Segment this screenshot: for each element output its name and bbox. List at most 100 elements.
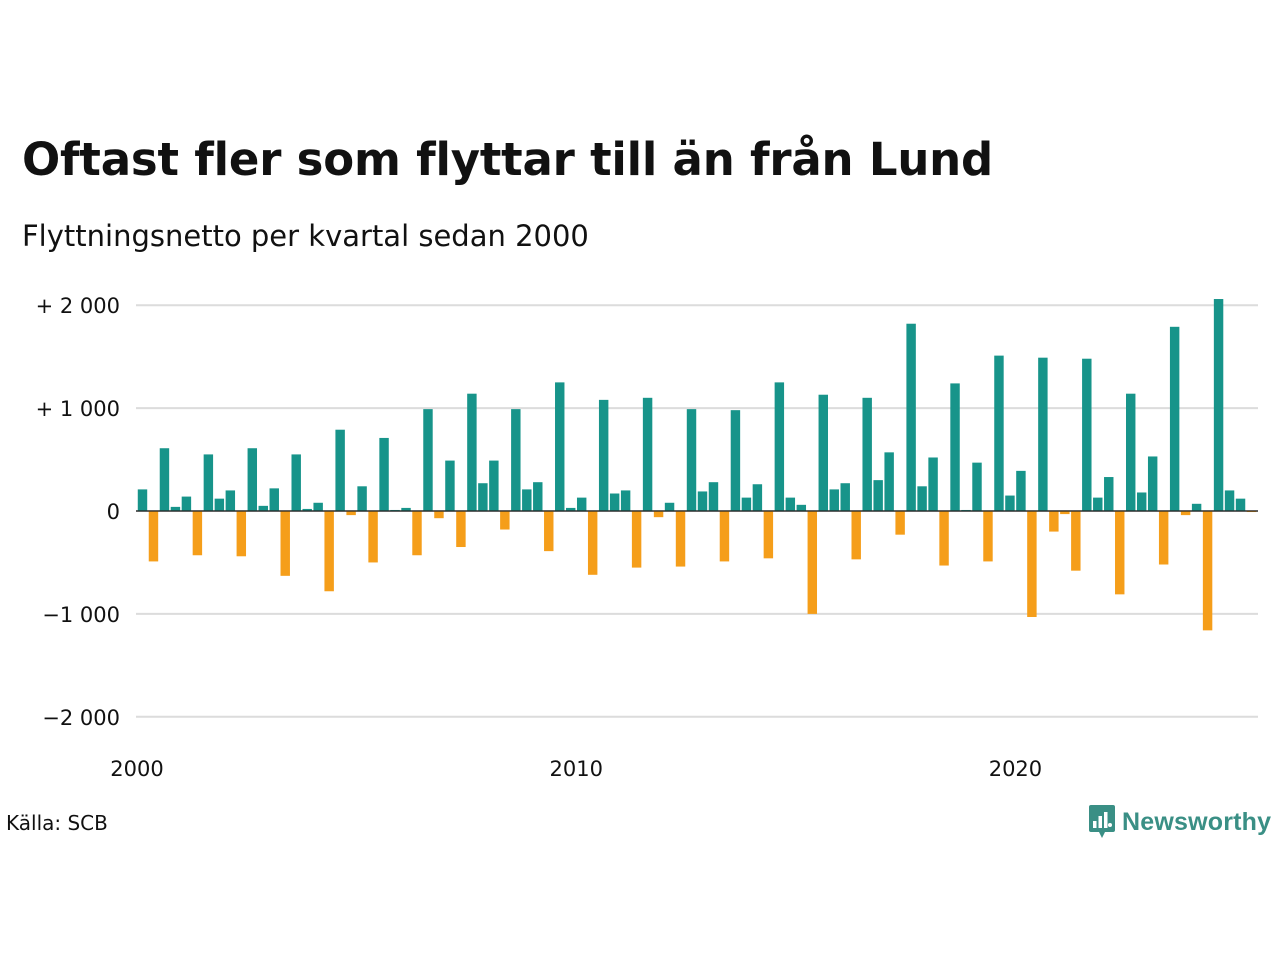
bar-2006-q1 [401, 507, 411, 511]
bar-2022-q2 [1115, 511, 1125, 595]
bar-2004-q2 [324, 511, 334, 592]
bar-2000-q3 [159, 448, 170, 511]
bar-2013-q4 [741, 497, 752, 511]
bar-2003-q4 [302, 508, 312, 511]
bar-2016-q4 [873, 480, 883, 511]
bar-2012-q3 [686, 409, 697, 511]
bar-2017-q4 [917, 486, 927, 511]
bar-2011-q2 [631, 511, 642, 568]
bar-2021-q2 [1071, 511, 1081, 571]
bar-2001-q4 [214, 498, 225, 511]
bar-2006-q4 [434, 511, 444, 519]
y-tick-label: + 1 000 [36, 397, 120, 421]
bar-2017-q3 [906, 323, 916, 511]
bar-2019-q2 [983, 511, 993, 562]
bar-2011-q1 [620, 490, 631, 511]
bar-2010-q1 [576, 497, 587, 511]
bar-2020-q4 [1049, 511, 1059, 532]
bar-2020-q3 [1038, 357, 1048, 511]
bar-2024-q1 [1191, 503, 1202, 511]
bar-2008-q1 [489, 460, 499, 511]
y-tick-label: 0 [107, 500, 120, 524]
bar-2016-q1 [840, 483, 850, 511]
x-tick-label: 2010 [549, 757, 602, 781]
bar-2002-q1 [225, 490, 236, 511]
x-tick-label: 2020 [989, 757, 1042, 781]
chart-subtitle: Flyttningsnetto per kvartal sedan 2000 [22, 219, 589, 253]
bar-2002-q2 [236, 511, 247, 557]
bar-2015-q1 [796, 504, 807, 511]
bar-2021-q3 [1082, 358, 1092, 511]
bar-2014-q4 [785, 497, 796, 511]
bar-2000-q2 [148, 511, 159, 562]
bar-2024-q4 [1224, 490, 1235, 511]
bar-2008-q2 [500, 511, 510, 530]
bar-2022-q4 [1136, 492, 1147, 511]
bar-2012-q2 [675, 511, 686, 567]
bar-2015-q4 [829, 489, 839, 511]
bar-2013-q1 [708, 482, 719, 511]
bar-2004-q4 [346, 511, 356, 516]
bar-2013-q2 [719, 511, 730, 562]
bar-2022-q3 [1126, 393, 1136, 511]
y-tick-label: −2 000 [42, 706, 120, 730]
brand-logo: Newsworthy [1088, 804, 1271, 840]
bar-2009-q2 [544, 511, 554, 552]
bars [136, 299, 1258, 631]
bar-2007-q3 [467, 393, 477, 511]
brand-name: Newsworthy [1122, 807, 1272, 836]
bar-2007-q4 [478, 483, 488, 511]
bar-2009-q4 [566, 507, 576, 511]
bar-2002-q3 [247, 448, 258, 511]
chart-title: Oftast fler som flyttar till än från Lun… [22, 133, 994, 186]
bar-2009-q1 [533, 482, 543, 511]
bar-2021-q4 [1093, 497, 1103, 511]
bar-2012-q1 [664, 502, 675, 511]
bar-2004-q3 [335, 429, 345, 511]
y-tick-label: + 2 000 [36, 294, 120, 318]
bar-2008-q4 [522, 489, 532, 511]
bar-2000-q1 [137, 489, 148, 511]
bar-2002-q4 [258, 505, 268, 511]
y-tick-label: −1 000 [42, 603, 120, 627]
bar-2014-q3 [774, 382, 785, 512]
x-axis-ticks: 2000 2010 2020 [110, 757, 1042, 781]
bar-2003-q3 [291, 454, 301, 512]
bar-2018-q1 [928, 457, 938, 511]
bar-2005-q3 [379, 437, 389, 511]
bar-2010-q2 [587, 511, 598, 575]
bar-2019-q3 [994, 355, 1004, 511]
bar-2020-q1 [1016, 470, 1026, 511]
bar-2021-q1 [1060, 511, 1070, 515]
source-note: Källa: SCB [6, 811, 108, 835]
bar-2025-q1 [1235, 498, 1246, 511]
x-tick-label: 2000 [110, 757, 163, 781]
bar-2016-q2 [851, 511, 861, 560]
bar-2009-q3 [555, 382, 565, 512]
bar-2001-q1 [181, 496, 192, 511]
bar-2011-q4 [653, 511, 664, 518]
bar-2003-q1 [269, 488, 279, 511]
bar-2017-q2 [895, 511, 905, 535]
bar-2008-q3 [511, 409, 521, 511]
bar-2005-q1 [357, 486, 367, 511]
bar-2006-q3 [423, 409, 433, 511]
bar-2024-q3 [1213, 299, 1224, 511]
bar-2018-q2 [939, 511, 949, 566]
bar-2019-q4 [1005, 495, 1015, 511]
bar-2006-q2 [412, 511, 422, 556]
bar-2024-q2 [1202, 511, 1213, 631]
bar-2022-q1 [1104, 477, 1114, 511]
bar-2005-q2 [368, 511, 378, 563]
bar-2023-q2 [1158, 511, 1169, 565]
bar-2017-q1 [884, 452, 894, 511]
bar-2020-q2 [1027, 511, 1037, 617]
bar-2015-q2 [807, 511, 818, 614]
bar-2007-q2 [456, 511, 466, 548]
bar-2023-q3 [1169, 326, 1180, 511]
bar-2001-q2 [192, 511, 203, 556]
bar-2012-q4 [697, 491, 708, 511]
bar-2019-q1 [972, 462, 982, 511]
bar-2000-q4 [170, 506, 181, 511]
bar-2010-q4 [609, 493, 620, 511]
